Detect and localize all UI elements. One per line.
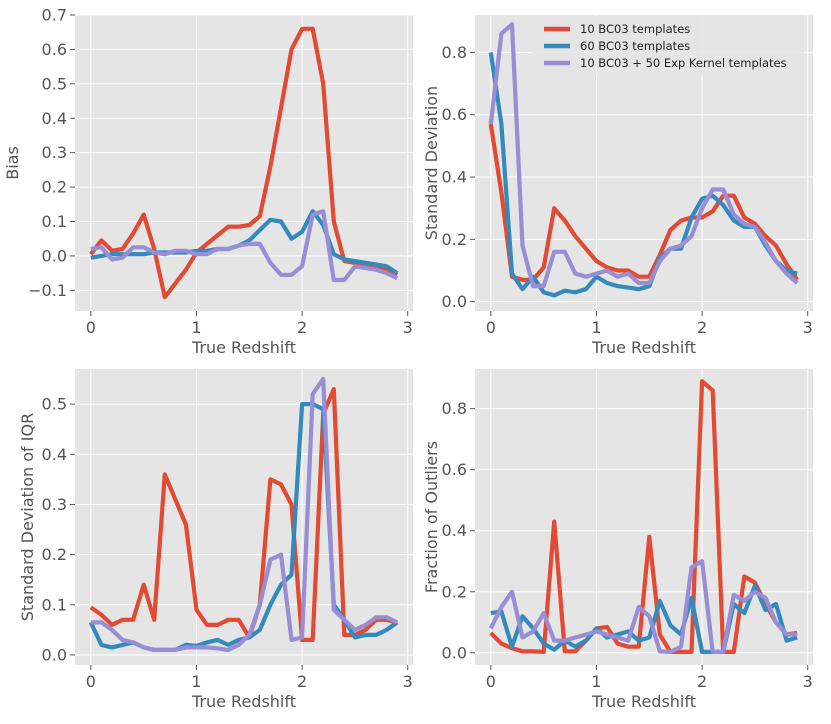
bias-panel: 0 1 2 3 −0.1 0.0 0.1 0.2 0.3 0.4 0.5 0.6 0.7 True Red… [3, 6, 413, 357]
outliers-y-tick-label: 0.8 [442, 399, 467, 418]
bias-y-tick-label: 0.3 [42, 143, 67, 162]
bias-x-tick-label: 0 [86, 318, 96, 337]
bias-y-tick-label: 0.5 [42, 74, 67, 93]
bias-y-tick-label: 0.0 [42, 246, 67, 265]
stddev-x-axis-label: True Redshift [591, 338, 696, 357]
outliers-x-tick-label: 3 [803, 672, 813, 691]
iqr-std-panel: 0 1 2 3 0.0 0.1 0.2 0.3 0.4 0.5 True Redshift Stand… [18, 369, 413, 711]
legend-label-10-bc03: 10 BC03 templates [580, 22, 690, 36]
outliers-y-tick-label: 0.2 [442, 582, 467, 601]
iqr-y-tick-label: 0.5 [42, 395, 67, 414]
bias-x-tick-label: 3 [403, 318, 413, 337]
outliers-y-tick-label: 0.6 [442, 460, 467, 479]
bias-y-axis-label: Bias [3, 146, 22, 180]
outliers-plot-area [475, 369, 813, 665]
iqr-series-line-1 [89, 387, 398, 643]
stddev-series-line-2 [488, 52, 798, 298]
stddev-series-line-3 [488, 22, 799, 289]
iqr-x-tick-label: 0 [86, 672, 96, 691]
outliers-x-tick-label: 1 [591, 672, 601, 691]
bias-y-tick-label: 0.1 [42, 212, 67, 231]
bias-x-tick-label: 1 [191, 318, 201, 337]
outliers-series-line-3 [488, 559, 798, 655]
stddev-x-tick-label: 1 [591, 318, 601, 337]
outlier-fraction-panel: 0 1 2 3 0.0 0.2 0.4 0.6 0.8 True Redshift Fraction… [422, 369, 813, 711]
iqr-y-tick-label: 0.3 [42, 495, 67, 514]
legend-frame [532, 16, 805, 76]
outliers-y-tick-label: 0.4 [442, 521, 467, 540]
stddev-y-axis-label: Standard Deviation [422, 86, 441, 240]
outliers-y-tick-label: 0.0 [442, 643, 467, 662]
iqr-x-axis-label: True Redshift [191, 692, 296, 711]
iqr-y-tick-label: 0.2 [42, 545, 67, 564]
iqr-y-tick-label: 0.4 [42, 445, 67, 464]
stddev-x-tick-label: 3 [803, 318, 813, 337]
bias-x-axis-label: True Redshift [191, 338, 296, 357]
iqr-plot-area [75, 369, 413, 665]
stddev-y-tick-label: 0.2 [442, 230, 467, 249]
stddev-y-tick-label: 0.0 [442, 292, 467, 311]
iqr-series-line-3 [90, 376, 399, 653]
bias-y-tick-label: 0.7 [42, 6, 67, 25]
stddev-series-line-1 [488, 123, 799, 282]
legend-label-60-bc03: 60 BC03 templates [580, 39, 690, 53]
stddev-y-tick-label: 0.6 [442, 105, 467, 124]
iqr-x-tick-label: 1 [191, 672, 201, 691]
iqr-y-tick-label: 0.0 [42, 645, 67, 664]
legend: 10 BC03 templates 60 BC03 templates 10 B… [532, 16, 805, 76]
bias-y-tick-label: 0.4 [42, 109, 67, 128]
iqr-x-tick-label: 3 [403, 672, 413, 691]
bias-y-tick-label: 0.2 [42, 178, 67, 197]
outliers-series-line-1 [489, 379, 798, 655]
bias-y-tick-label: 0.6 [42, 40, 67, 59]
bias-series-line-3 [90, 209, 399, 283]
bias-y-tick-label: −0.1 [28, 281, 67, 300]
stddev-x-tick-label: 2 [697, 318, 707, 337]
iqr-y-axis-label: Standard Deviation of IQR [18, 413, 37, 621]
iqr-x-tick-label: 2 [297, 672, 307, 691]
stddev-y-tick-label: 0.4 [442, 168, 467, 187]
legend-label-exp-kernel: 10 BC03 + 50 Exp Kernel templates [580, 56, 787, 70]
outliers-series-line-2 [490, 583, 798, 655]
stddev-y-tick-label: 0.8 [442, 43, 467, 62]
outliers-x-tick-label: 2 [697, 672, 707, 691]
stddev-x-tick-label: 0 [486, 318, 496, 337]
outliers-x-axis-label: True Redshift [591, 692, 696, 711]
outliers-y-axis-label: Fraction of Outliers [422, 441, 441, 593]
bias-x-tick-label: 2 [297, 318, 307, 337]
outliers-x-tick-label: 0 [486, 672, 496, 691]
iqr-y-tick-label: 0.1 [42, 595, 67, 614]
